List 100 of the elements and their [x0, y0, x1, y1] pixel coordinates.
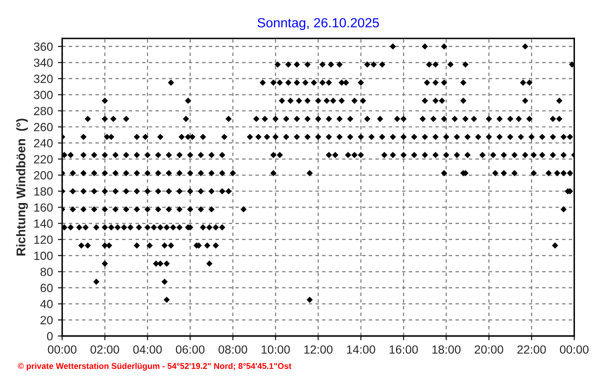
point	[440, 43, 448, 50]
point	[554, 170, 560, 176]
point	[176, 188, 183, 194]
point	[522, 152, 528, 158]
point	[136, 224, 142, 231]
point	[219, 152, 226, 158]
point	[539, 152, 546, 158]
point	[432, 61, 439, 68]
point	[496, 134, 503, 140]
point	[530, 170, 537, 176]
point	[144, 188, 151, 194]
point	[462, 61, 469, 68]
point	[319, 80, 326, 86]
point	[422, 43, 428, 50]
point	[134, 152, 140, 158]
point	[520, 80, 526, 86]
point	[460, 80, 466, 86]
point	[70, 170, 76, 176]
y-tick-label: 320	[34, 74, 53, 84]
point	[82, 224, 89, 231]
point	[176, 206, 183, 212]
point	[394, 116, 400, 122]
point	[184, 98, 192, 104]
point	[68, 224, 74, 231]
point	[176, 152, 183, 158]
point	[166, 170, 172, 176]
x-tick-label: 16:00	[390, 345, 418, 354]
point	[187, 170, 194, 176]
point	[336, 61, 343, 68]
point	[187, 188, 194, 194]
point	[426, 61, 432, 68]
point	[342, 80, 350, 86]
point	[161, 278, 168, 285]
point	[112, 188, 119, 194]
point	[274, 61, 281, 68]
x-tick-label: 20:00	[474, 345, 504, 354]
point	[285, 80, 292, 86]
point	[496, 116, 503, 122]
point	[304, 134, 311, 140]
point	[102, 170, 108, 176]
point	[78, 242, 84, 249]
y-tick-label: 360	[34, 42, 53, 51]
point	[358, 152, 364, 158]
point	[422, 152, 428, 158]
point	[364, 61, 370, 68]
point	[187, 206, 194, 212]
x-tick-label: 02:00	[90, 345, 120, 354]
point	[304, 116, 311, 122]
point	[390, 134, 396, 140]
point	[62, 152, 68, 158]
point	[364, 116, 370, 122]
point	[432, 134, 439, 140]
point	[91, 152, 98, 158]
point	[91, 170, 98, 176]
y-tick-label: 180	[34, 187, 53, 196]
point	[198, 170, 204, 176]
point	[80, 152, 87, 158]
point	[200, 134, 206, 140]
point	[336, 134, 343, 140]
point	[294, 116, 300, 122]
point	[360, 98, 366, 104]
point	[486, 134, 492, 140]
point	[338, 98, 345, 104]
point	[184, 134, 192, 140]
point	[296, 98, 302, 104]
point	[347, 134, 354, 140]
point	[358, 80, 364, 86]
point	[208, 170, 215, 176]
point	[306, 170, 313, 176]
point	[400, 134, 407, 140]
point	[134, 206, 140, 212]
point	[219, 170, 226, 176]
y-tick-label: 0	[47, 332, 53, 340]
point	[370, 61, 377, 68]
point	[225, 188, 232, 194]
point	[108, 134, 114, 140]
x-tick-label: 04:00	[133, 345, 162, 354]
point	[552, 242, 558, 249]
point	[411, 152, 418, 158]
text: © private Wetterstation Süderlügum - 54°52'19.2" Nord; 8°54'45.1"Ost	[18, 362, 292, 371]
point	[134, 242, 140, 249]
point	[276, 80, 283, 86]
point	[270, 80, 276, 86]
point	[155, 170, 162, 176]
point	[112, 206, 119, 212]
point	[432, 152, 439, 158]
point	[344, 152, 352, 158]
point	[112, 152, 119, 158]
point	[144, 152, 151, 158]
y-tick-label: 260	[34, 122, 53, 132]
point	[134, 170, 140, 176]
x-tick-label: 22:00	[517, 345, 546, 354]
point	[123, 206, 130, 212]
point	[123, 170, 130, 176]
point	[432, 80, 439, 86]
point	[490, 152, 496, 158]
x-tick-label: 12:00	[304, 345, 333, 354]
point	[454, 152, 460, 158]
point	[319, 61, 326, 68]
point	[134, 134, 140, 140]
